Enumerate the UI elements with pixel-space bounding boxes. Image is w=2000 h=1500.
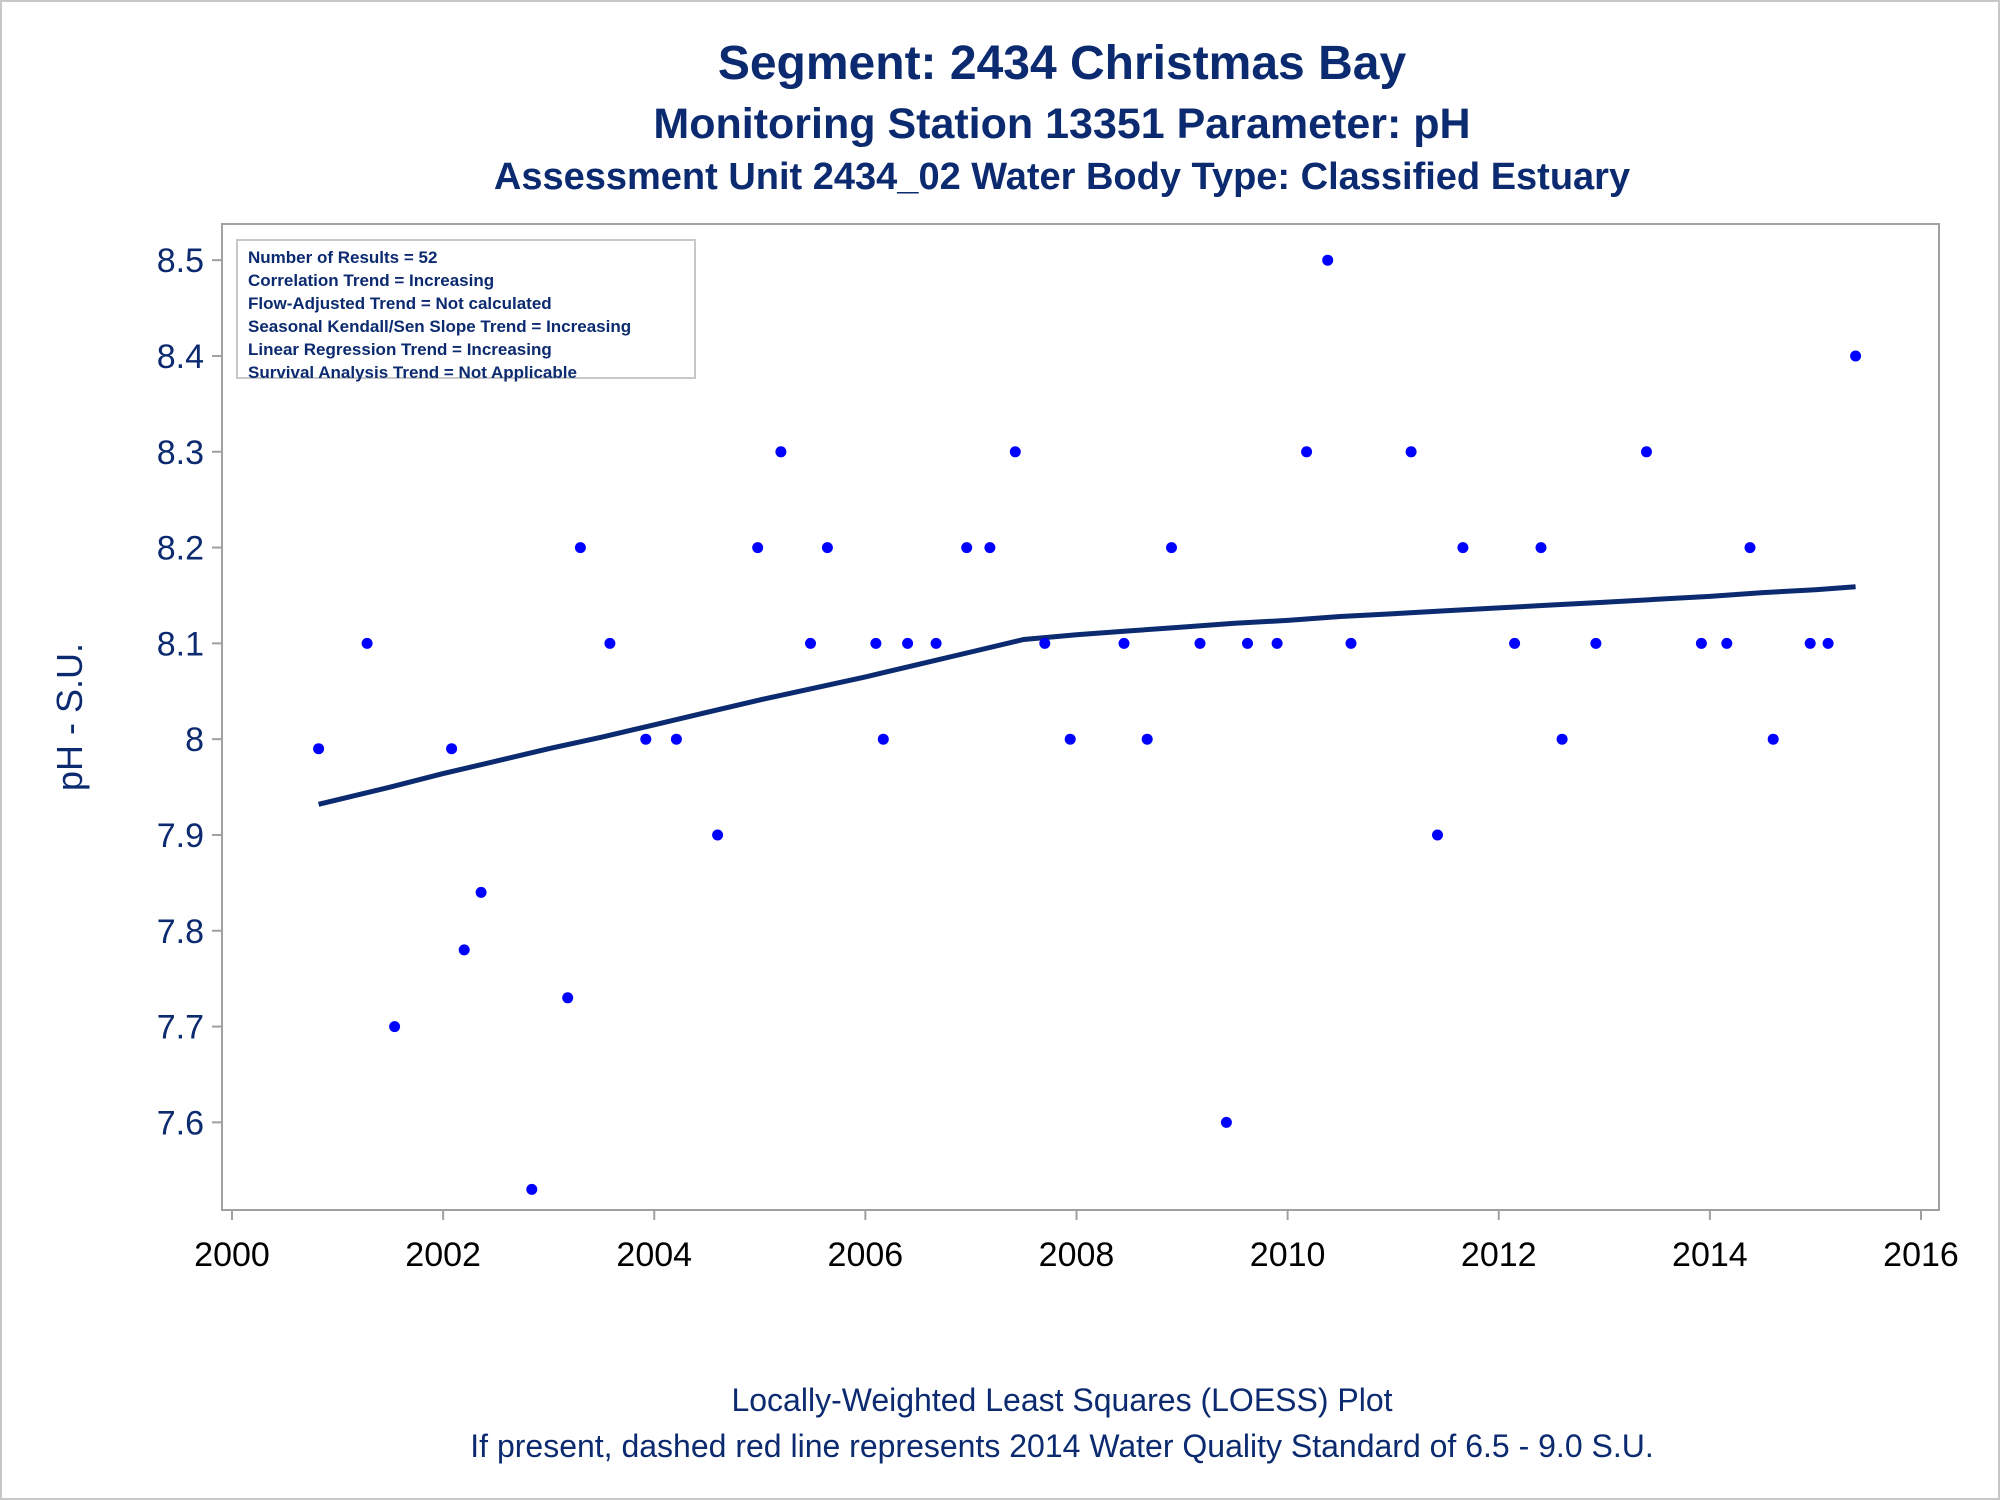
data-point — [1009, 446, 1021, 458]
data-point — [389, 1021, 401, 1033]
data-point — [1804, 637, 1816, 649]
data-point — [752, 542, 764, 554]
data-point — [1242, 637, 1253, 649]
data-point — [1556, 733, 1568, 745]
x-tick-label: 2014 — [1672, 1236, 1748, 1274]
stats-line: Flow-Adjusted Trend = Not calculated — [248, 294, 552, 313]
chart-title: Segment: 2434 Christmas Bay — [717, 37, 1407, 90]
data-point — [604, 637, 616, 649]
data-point — [1345, 637, 1357, 649]
y-tick-label: 8 — [185, 721, 204, 759]
x-tick-label: 2004 — [616, 1236, 692, 1274]
data-point — [640, 733, 652, 745]
data-point — [870, 637, 882, 649]
y-tick-label: 8.2 — [157, 530, 204, 568]
data-point — [1695, 637, 1707, 649]
data-point — [805, 637, 816, 649]
stats-line: Seasonal Kendall/Sen Slope Trend = Incre… — [248, 317, 632, 336]
data-point — [1432, 829, 1443, 841]
data-point — [562, 992, 574, 1004]
stats-line: Correlation Trend = Increasing — [248, 271, 495, 290]
data-point — [1767, 733, 1779, 745]
x-tick-label: 2000 — [194, 1236, 270, 1274]
data-point — [361, 637, 373, 649]
trend-statistics-box: Number of Results = 52 Correlation Trend … — [236, 239, 696, 382]
data-point — [1194, 637, 1206, 649]
y-tick-label: 7.7 — [157, 1009, 204, 1047]
x-tick-label: 2006 — [828, 1236, 904, 1274]
data-point — [1322, 254, 1334, 266]
data-point — [1744, 542, 1756, 554]
data-point — [1220, 1116, 1232, 1128]
chart-subtitle-station: Monitoring Station 13351 Parameter: pH — [653, 100, 1471, 148]
data-point — [526, 1183, 538, 1195]
data-point — [1405, 446, 1417, 458]
footnote-standard: If present, dashed red line represents 2… — [470, 1428, 1654, 1464]
data-point — [712, 829, 724, 841]
data-point — [1457, 542, 1469, 554]
data-point — [984, 542, 996, 554]
data-point — [775, 446, 787, 458]
stats-line: Linear Regression Trend = Increasing — [248, 340, 552, 359]
data-point — [1166, 542, 1177, 554]
data-point — [1721, 637, 1733, 649]
y-tick-label: 7.8 — [157, 913, 204, 951]
y-tick-label: 8.5 — [157, 242, 204, 280]
x-tick-label: 2010 — [1250, 1236, 1326, 1274]
data-point — [877, 733, 889, 745]
y-tick-label: 8.3 — [157, 434, 204, 472]
data-point — [458, 944, 470, 956]
stats-line: Survival Analysis Trend = Not Applicable — [248, 363, 577, 382]
data-point — [1535, 542, 1547, 554]
data-point — [475, 886, 487, 898]
data-point — [1141, 733, 1153, 745]
data-point — [574, 542, 586, 554]
y-tick-label: 8.4 — [157, 338, 204, 376]
data-point — [1641, 446, 1652, 458]
x-tick-label: 2016 — [1883, 1236, 1959, 1274]
y-tick-label: 7.6 — [157, 1104, 204, 1142]
data-point — [446, 743, 458, 755]
data-point — [1590, 637, 1602, 649]
y-axis-label: pH - S.U. — [49, 643, 90, 791]
data-point — [1118, 637, 1130, 649]
x-axis: 2000 2002 2004 2006 2008 2010 2012 2014 2016 — [194, 1210, 1959, 1274]
x-tick-label: 2012 — [1461, 1236, 1537, 1274]
data-point — [821, 542, 833, 554]
data-point — [1509, 637, 1521, 649]
data-point — [1822, 637, 1834, 649]
data-point — [1064, 733, 1076, 745]
data-point — [961, 542, 973, 554]
loess-trend-line — [318, 584, 1856, 807]
data-point — [670, 733, 682, 745]
y-axis: 7.6 7.7 7.8 7.9 8 8.1 8.2 8.3 8.4 8.5 — [157, 242, 222, 1142]
data-point — [1301, 446, 1313, 458]
y-tick-label: 8.1 — [157, 625, 204, 663]
plot-area — [221, 223, 1940, 1211]
x-tick-label: 2008 — [1039, 1236, 1115, 1274]
data-point — [1271, 637, 1283, 649]
data-point — [313, 743, 325, 755]
data-point — [1039, 637, 1051, 649]
data-point — [902, 637, 914, 649]
x-tick-label: 2002 — [405, 1236, 481, 1274]
chart-subtitle-assessment: Assessment Unit 2434_02 Water Body Type:… — [493, 156, 1631, 198]
y-tick-label: 7.9 — [157, 817, 204, 855]
data-point — [1850, 350, 1862, 362]
stats-line: Number of Results = 52 — [248, 248, 438, 267]
data-point — [930, 637, 942, 649]
footnote-plot-type: Locally-Weighted Least Squares (LOESS) P… — [731, 1382, 1393, 1418]
data-points — [313, 254, 1862, 1195]
